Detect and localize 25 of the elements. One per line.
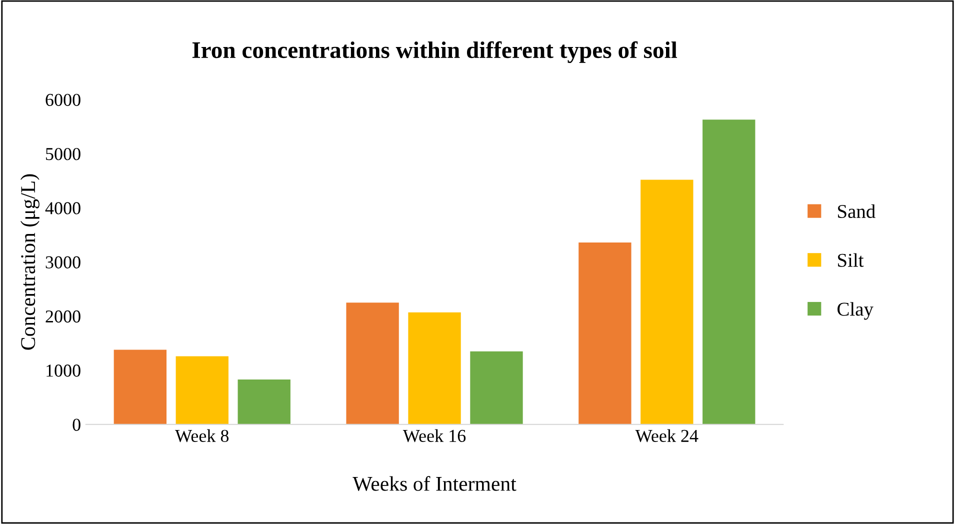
x-tick-label: Week 16	[402, 429, 466, 442]
bar	[640, 180, 694, 424]
x-tick-label: Week 24	[635, 429, 698, 442]
legend-label: Sand	[838, 204, 876, 218]
bar	[176, 356, 228, 424]
x-axis-title: Weeks of Interment	[352, 476, 516, 492]
y-tick-label: 4000	[45, 202, 80, 214]
bar	[470, 351, 523, 424]
bar	[408, 312, 461, 424]
y-tick-label: 2000	[46, 310, 80, 323]
bar	[702, 120, 756, 424]
y-axis-title: Concentration (μg/L)	[20, 174, 40, 350]
legend-label: Silt	[838, 253, 864, 267]
y-tick-label: 3000	[46, 256, 80, 268]
legend-label: Clay	[838, 302, 874, 320]
y-tick-label: 5000	[46, 148, 80, 160]
y-tick-label: 0	[72, 418, 80, 431]
y-tick-label: 6000	[46, 94, 80, 106]
bar	[114, 350, 167, 424]
chart-title: Iron concentrations within different types of soil	[192, 41, 678, 63]
bar	[346, 302, 399, 424]
bar	[578, 242, 632, 424]
y-tick-label: 1000	[46, 364, 80, 377]
x-tick-label: Week 8	[175, 429, 229, 442]
bar	[238, 380, 290, 424]
